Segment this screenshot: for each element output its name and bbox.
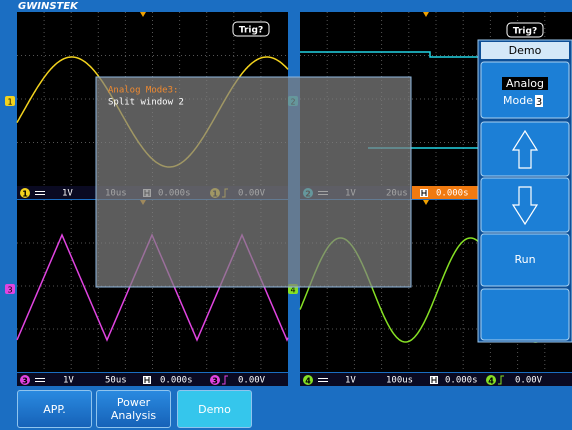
status-trigger-level: 0.00V — [515, 376, 543, 386]
edge-icon — [222, 375, 228, 385]
status-time: 50us — [105, 376, 127, 386]
status-bar — [17, 373, 288, 386]
horizontal-icon-mark — [421, 190, 427, 196]
menu-item — [480, 177, 570, 233]
menu-title: Demo — [509, 44, 542, 57]
trigger-status: Trig? — [513, 27, 537, 37]
power-analysis-button[interactable]: Power Analysis — [96, 390, 171, 428]
channel-icon — [20, 375, 30, 385]
horizontal-icon-mark — [431, 377, 437, 383]
mode-number: 3 — [536, 97, 542, 108]
channel-number: 4 — [488, 377, 494, 386]
trigger-status: Trig? — [239, 26, 263, 36]
status-position: 0.000s — [445, 376, 478, 386]
run-label: Run — [514, 253, 535, 266]
channel-icon — [210, 375, 220, 385]
trigger-marker — [423, 12, 429, 17]
menu-item — [480, 288, 570, 341]
channel-number: 3 — [212, 377, 218, 386]
edge-icon — [498, 375, 504, 385]
demo-button[interactable]: Demo — [177, 390, 252, 428]
dialog-text: Split window 2 — [108, 98, 184, 108]
channel-number: 3 — [22, 377, 28, 386]
dialog-title: Analog Mode3: — [108, 86, 178, 96]
mode-highlight — [502, 77, 548, 90]
status-trigger-level: 0.00V — [238, 376, 266, 386]
status-position: 0.000s — [436, 189, 469, 199]
dialog — [95, 76, 412, 288]
channel-marker-label: 3 — [7, 286, 12, 295]
mode-name: Mode — [503, 94, 533, 107]
horizontal-icon-mark — [144, 377, 150, 383]
channel-icon — [20, 188, 30, 198]
menu-header — [481, 42, 569, 59]
channel-number: 4 — [305, 377, 311, 386]
mode-number-box — [535, 95, 543, 107]
channel-icon — [486, 375, 496, 385]
menu-item — [480, 233, 570, 287]
trigger-marker — [140, 12, 146, 17]
channel-marker-label: 1 — [7, 98, 12, 107]
status-highlight — [412, 186, 478, 199]
status-volts: 1V — [63, 376, 74, 386]
trigger-badge — [506, 22, 544, 38]
trigger-badge — [232, 21, 270, 37]
status-time: 100us — [386, 376, 413, 386]
trigger-marker — [423, 200, 429, 205]
channel-marker — [5, 96, 15, 106]
down-arrow — [511, 186, 539, 226]
channel-number: 1 — [22, 190, 28, 199]
logo: GWINSTEK — [18, 1, 79, 12]
mode-label: Analog — [506, 77, 544, 90]
channel-icon — [303, 375, 313, 385]
up-arrow — [511, 129, 539, 169]
status-position: 0.000s — [160, 376, 193, 386]
status-volts: 1V — [62, 189, 73, 199]
menu-item — [480, 121, 570, 177]
channel-marker — [5, 284, 15, 294]
app-button[interactable]: APP. — [17, 390, 92, 428]
status-volts: 1V — [345, 376, 356, 386]
channel-marker-label: 4 — [290, 286, 295, 295]
